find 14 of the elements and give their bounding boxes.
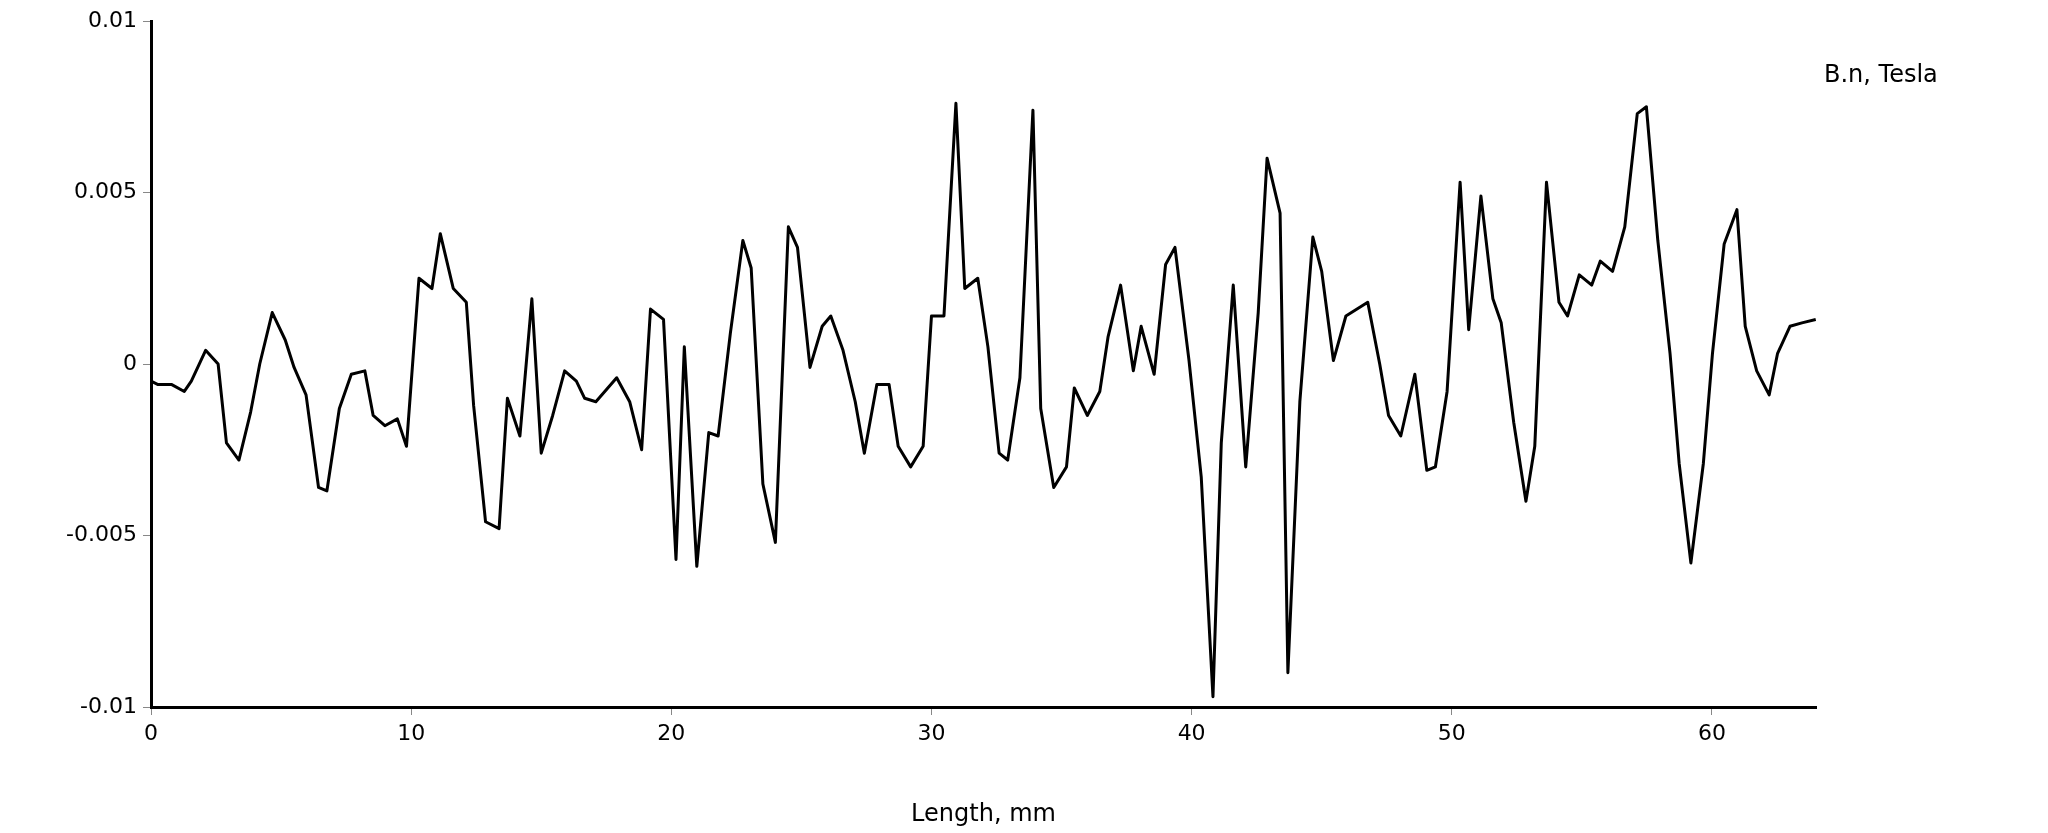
y-tick-label: -0.005 [66,521,137,547]
x-tick-label: 20 [657,719,686,745]
x-axis-title: Length, mm [911,798,1056,827]
y-tick-label: 0 [123,349,137,375]
x-tick-label: 50 [1437,719,1466,745]
y-tick-label: 0.005 [74,178,137,204]
y-tick-label: 0.01 [88,6,137,32]
x-tick-label: 30 [917,719,946,745]
x-tick-label: 10 [397,719,426,745]
y-axis-title: B.n, Tesla [1824,60,1938,89]
x-tick-label: 0 [144,719,158,745]
x-tick-label: 60 [1697,719,1726,745]
x-tick-label: 40 [1177,719,1206,745]
y-tick-label: -0.01 [80,692,137,718]
